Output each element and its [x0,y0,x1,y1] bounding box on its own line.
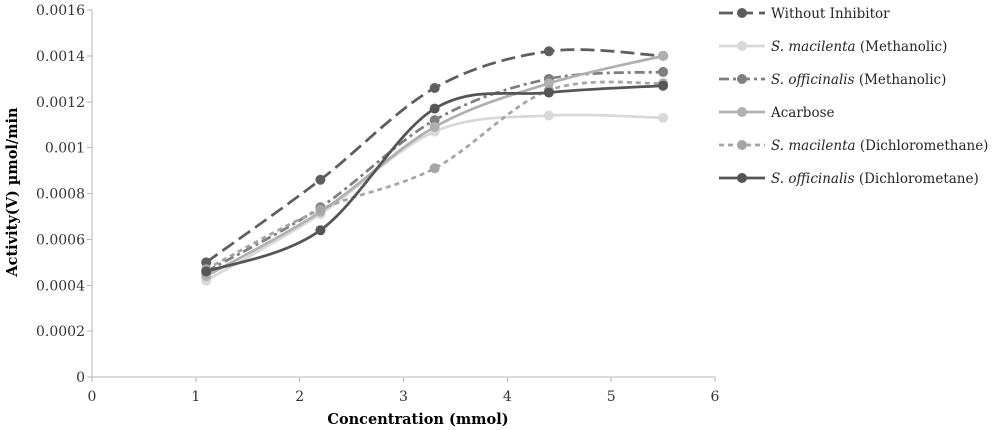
data-point [429,115,440,126]
series-line [205,113,664,282]
series-s-officinalis-dichlorometane [201,80,669,277]
legend-marker [737,140,747,150]
legend-item: S. macilenta (Methanolic) [719,39,947,55]
y-axis-title: Activity(V) µmol/min [4,107,21,278]
y-tick-label: 0 [76,370,85,386]
y-tick-label: 0.0004 [36,278,85,294]
legend-label: S. officinalis (Methanolic) [771,72,946,88]
series-line [205,80,664,271]
data-point [658,66,669,77]
x-tick-label: 3 [399,389,408,405]
data-point [315,204,326,215]
x-tick-label: 1 [191,389,200,405]
legend-marker [737,41,747,51]
legend-marker [737,107,747,117]
data-point [543,87,554,98]
data-point [429,121,440,132]
y-tick-label: 0.0008 [36,187,85,203]
x-axis-title: Concentration (mmol) [327,411,508,428]
data-point [429,103,440,114]
x-tick-label: 2 [295,389,304,405]
y-tick-label: 0.0012 [36,95,85,111]
legend-label: Acarbose [770,105,835,121]
axes: 0 0.0002 0.0004 0.0006 0.0008 0.001 0.0012 0.00… [36,3,720,405]
legend-item: S. officinalis (Dichlorometane) [719,171,979,187]
data-point [429,82,440,93]
x-tick-label: 0 [88,389,97,405]
data-point [315,174,326,185]
data-point [429,163,440,174]
data-point [658,112,669,123]
legend-item: Acarbose [719,105,835,121]
legend-item: S. macilenta (Dichloromethane) [719,138,988,154]
y-tick-label: 0.0014 [36,49,85,65]
x-tick-label: 4 [503,389,512,405]
series-layer [201,46,669,286]
data-point [658,50,669,61]
legend-label: S. officinalis (Dichlorometane) [771,171,979,187]
data-point [543,46,554,57]
legend-item: S. officinalis (Methanolic) [719,72,946,88]
legend: Without Inhibitor S. macilenta (Methanoli… [719,6,988,187]
legend-label: S. macilenta (Methanolic) [771,39,947,55]
y-tick-label: 0.0002 [36,324,85,340]
data-point [543,78,554,89]
legend-label: Without Inhibitor [771,6,890,22]
legend-marker [737,173,747,183]
legend-label: S. macilenta (Dichloromethane) [771,138,988,154]
x-tick-label: 6 [711,389,720,405]
data-point [201,257,212,268]
y-tick-label: 0.0016 [36,3,85,19]
data-point [658,80,669,91]
data-point [543,110,554,121]
series-s-macilenta-methanolic [201,110,669,286]
legend-marker [737,8,747,18]
y-tick-label: 0.0006 [36,232,85,248]
legend-item: Without Inhibitor [719,6,890,22]
legend-marker [737,74,747,84]
x-tick-label: 5 [607,389,616,405]
data-point [201,266,212,277]
data-point [315,225,326,236]
y-tick-label: 0.001 [45,141,85,157]
series-line [205,84,664,273]
